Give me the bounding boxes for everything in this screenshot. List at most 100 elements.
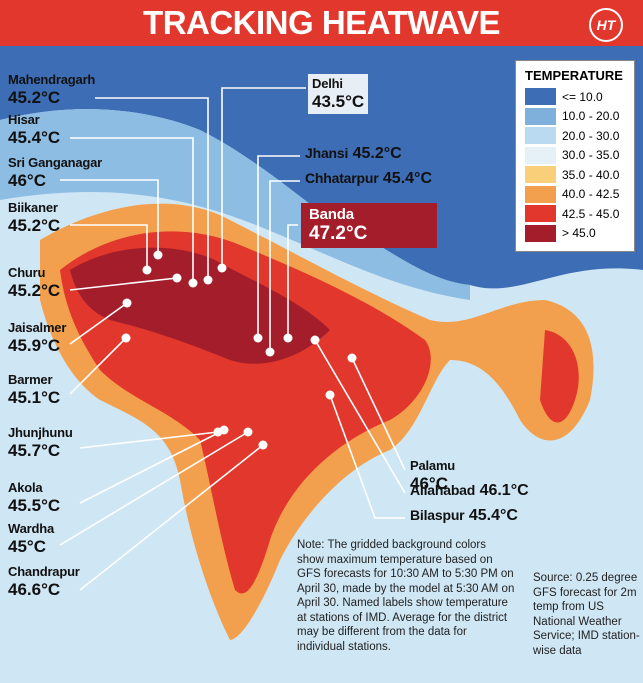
station-dot bbox=[121, 333, 131, 343]
legend-label: <= 10.0 bbox=[562, 89, 603, 104]
station-temp: 45.4°C bbox=[8, 127, 61, 147]
station-temp: 45.4°C bbox=[468, 507, 518, 524]
station-label: Jhunjhunu 45.7°C bbox=[8, 425, 73, 461]
station-temp: 46.1°C bbox=[479, 482, 529, 499]
station-dot bbox=[258, 440, 268, 450]
legend-item: 40.0 - 42.5 bbox=[525, 185, 634, 205]
station-name: Mahendragarh bbox=[8, 72, 96, 87]
leader-line bbox=[60, 179, 159, 255]
leader-line bbox=[351, 357, 406, 471]
leader-line bbox=[95, 97, 209, 280]
station-label: Chhatarpur 45.4°C bbox=[305, 170, 432, 188]
legend-item: > 45.0 bbox=[525, 224, 634, 244]
station-temp: 45.9°C bbox=[8, 335, 61, 355]
legend-swatch bbox=[525, 146, 556, 164]
station-dot bbox=[142, 265, 152, 275]
station-dot bbox=[172, 273, 182, 283]
leader-line bbox=[79, 431, 219, 449]
legend-label: > 45.0 bbox=[562, 226, 596, 241]
legend-swatch bbox=[525, 185, 556, 203]
station-name: Bilaspur bbox=[410, 507, 465, 523]
station-temp: 45.1°C bbox=[8, 387, 61, 407]
station-temp: 45.2°C bbox=[352, 145, 402, 162]
legend-swatch bbox=[525, 205, 556, 223]
leader-line bbox=[69, 277, 178, 291]
station-name: Allahabad bbox=[410, 482, 476, 498]
legend-label: 40.0 - 42.5 bbox=[562, 187, 620, 202]
leader-line bbox=[79, 444, 264, 591]
legend-item: 10.0 - 20.0 bbox=[525, 107, 634, 127]
station-label: Jaisalmer 45.9°C bbox=[8, 320, 66, 356]
leader-line bbox=[221, 87, 306, 268]
leader-line bbox=[287, 224, 298, 338]
station-name: Palamu bbox=[410, 458, 456, 473]
station-dot bbox=[283, 333, 293, 343]
station-label: Bilaspur 45.4°C bbox=[410, 507, 518, 525]
station-label: Chandrapur 46.6°C bbox=[8, 564, 80, 600]
station-label: Churu 45.2°C bbox=[8, 265, 60, 301]
legend-title: TEMPERATURE bbox=[525, 68, 623, 83]
station-label: Allahabad 46.1°C bbox=[410, 482, 529, 500]
station-name: Wardha bbox=[8, 521, 54, 536]
station-name: Hisar bbox=[8, 112, 40, 127]
station-label: Barmer 45.1°C bbox=[8, 372, 60, 408]
note: Note: The gridded background colors show… bbox=[297, 539, 515, 653]
station-dot bbox=[219, 425, 229, 435]
legend-label: 10.0 - 20.0 bbox=[562, 109, 620, 124]
station-name: Jhansi bbox=[305, 145, 349, 161]
legend-swatch bbox=[525, 127, 556, 145]
station-label: Mahendragarh 45.2°C bbox=[8, 72, 95, 108]
station-name: Biikaner bbox=[8, 200, 58, 215]
leader-line bbox=[79, 429, 225, 504]
station-name: Chhatarpur bbox=[305, 170, 379, 186]
leader-line bbox=[69, 337, 127, 395]
station-name: Chandrapur bbox=[8, 564, 80, 579]
legend-label: 20.0 - 30.0 bbox=[562, 128, 620, 143]
legend-label: 42.5 - 45.0 bbox=[562, 206, 620, 221]
legend-swatch bbox=[525, 166, 556, 184]
legend-label: 30.0 - 35.0 bbox=[562, 148, 620, 163]
station-name: Akola bbox=[8, 480, 43, 495]
station-dot bbox=[347, 353, 357, 363]
logo: HT bbox=[589, 8, 623, 42]
leader-line bbox=[329, 394, 405, 519]
station-temp: 45.2°C bbox=[8, 215, 61, 235]
station-temp: 47.2°C bbox=[309, 222, 368, 244]
station-temp: 46°C bbox=[8, 170, 46, 190]
station-dot bbox=[217, 263, 227, 273]
station-temp: 45.4°C bbox=[382, 170, 432, 187]
station-dot bbox=[122, 298, 132, 308]
title: TRACKING HEATWAVE bbox=[143, 4, 500, 41]
station-name: Banda bbox=[309, 206, 354, 223]
leader-line bbox=[69, 302, 128, 345]
station-dot bbox=[188, 278, 198, 288]
source: Source: 0.25 degree GFS forecast for 2m … bbox=[533, 572, 640, 657]
station-dot bbox=[153, 250, 163, 260]
station-label: Banda 47.2°C bbox=[301, 203, 438, 248]
station-name: Jaisalmer bbox=[8, 320, 67, 335]
legend-item: 42.5 - 45.0 bbox=[525, 204, 634, 224]
leader-line bbox=[269, 180, 300, 352]
station-dot bbox=[265, 347, 275, 357]
station-name: Sri Ganganagar bbox=[8, 155, 103, 170]
legend-swatch bbox=[525, 107, 556, 125]
legend-item: 20.0 - 30.0 bbox=[525, 126, 634, 146]
station-temp: 45.2°C bbox=[8, 87, 61, 107]
station-name: Barmer bbox=[8, 372, 53, 387]
station-dot bbox=[310, 335, 320, 345]
station-name: Delhi bbox=[312, 76, 343, 91]
leader-line bbox=[59, 431, 249, 546]
station-label: Palamu 46°C bbox=[410, 458, 455, 494]
legend: TEMPERATURE <= 10.0 10.0 - 20.0 20.0 - 30.0… bbox=[515, 60, 635, 252]
station-label: Wardha 45°C bbox=[8, 521, 54, 557]
legend-swatch bbox=[525, 88, 556, 106]
station-dot bbox=[203, 275, 213, 285]
legend-item: 35.0 - 40.0 bbox=[525, 165, 634, 185]
station-label: Akola 45.5°C bbox=[8, 480, 60, 516]
legend-item: <= 10.0 bbox=[525, 87, 634, 107]
station-temp: 45.5°C bbox=[8, 495, 61, 515]
leader-line bbox=[70, 224, 148, 270]
station-name: Jhunjhunu bbox=[8, 425, 73, 440]
station-temp: 46.6°C bbox=[8, 579, 61, 599]
station-temp: 46°C bbox=[410, 473, 448, 493]
